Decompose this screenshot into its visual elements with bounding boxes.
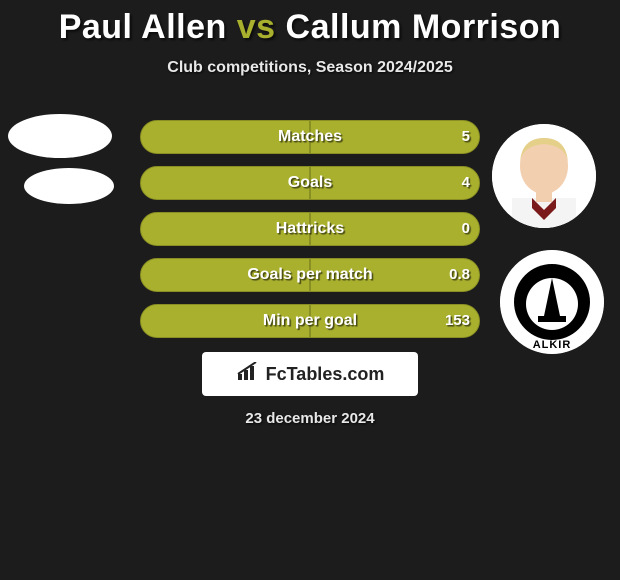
subtitle: Club competitions, Season 2024/2025 xyxy=(0,59,620,77)
player1-name: Paul Allen xyxy=(59,8,227,46)
stat-row: Goals 4 xyxy=(0,166,620,200)
stat-label: Goals xyxy=(0,166,620,200)
stat-label: Matches xyxy=(0,120,620,154)
stat-row: Goals per match 0.8 xyxy=(0,258,620,292)
stats-container: Matches 5 Goals 4 Hattricks 0 Goals per … xyxy=(0,120,620,350)
stat-value-right: 0 xyxy=(462,212,470,246)
stat-row: Matches 5 xyxy=(0,120,620,154)
date-label: 23 december 2024 xyxy=(0,410,620,427)
chart-icon xyxy=(236,362,262,387)
brand-text: FcTables.com xyxy=(266,364,385,385)
stat-label: Min per goal xyxy=(0,304,620,338)
comparison-title: Paul Allen vs Callum Morrison xyxy=(0,0,620,47)
stat-row: Hattricks 0 xyxy=(0,212,620,246)
stat-value-right: 153 xyxy=(445,304,470,338)
stat-label: Hattricks xyxy=(0,212,620,246)
stat-value-right: 0.8 xyxy=(449,258,470,292)
stat-row: Min per goal 153 xyxy=(0,304,620,338)
stat-value-right: 4 xyxy=(462,166,470,200)
player2-name: Callum Morrison xyxy=(286,8,562,46)
stat-label: Goals per match xyxy=(0,258,620,292)
brand-badge: FcTables.com xyxy=(202,352,418,396)
stat-value-right: 5 xyxy=(462,120,470,154)
vs-label: vs xyxy=(237,8,276,46)
